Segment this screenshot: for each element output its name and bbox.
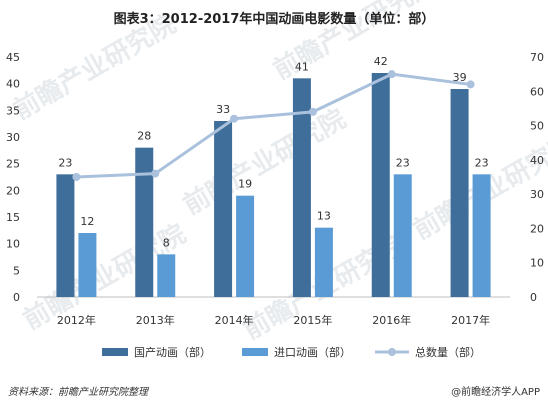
data-label: 33	[216, 103, 230, 116]
bar-imported	[236, 195, 255, 297]
y-right-tick-label: 0	[530, 291, 537, 304]
y-left-tick-label: 25	[6, 158, 20, 171]
y-left-tick-label: 5	[13, 264, 20, 277]
legend-label: 总数量（部）	[415, 345, 481, 359]
bar-domestic	[450, 89, 469, 297]
bar-imported	[472, 174, 491, 297]
y-right-tick-label: 50	[530, 120, 544, 133]
y-right-tick-label: 40	[530, 154, 544, 167]
x-tick-label: 2014年	[215, 313, 254, 327]
x-tick-label: 2015年	[293, 313, 332, 327]
data-label: 23	[58, 156, 72, 169]
data-label: 13	[317, 210, 331, 223]
data-label: 8	[163, 236, 170, 249]
data-label: 28	[137, 130, 151, 143]
bar-imported	[157, 254, 176, 297]
data-label: 39	[453, 71, 467, 84]
bar-domestic	[56, 174, 75, 297]
total-line-point	[230, 114, 239, 123]
total-line	[72, 70, 475, 181]
brand-credit: @前瞻经济学人APP	[451, 385, 540, 398]
total-line-point	[72, 173, 81, 181]
data-label: 42	[374, 55, 388, 68]
total-line-point	[151, 169, 160, 178]
y-left-tick-label: 35	[6, 104, 20, 117]
y-left-tick-label: 15	[6, 211, 20, 224]
y-right-tick-label: 10	[530, 257, 544, 270]
y-right-tick-label: 30	[530, 188, 544, 201]
bar-imported	[78, 233, 97, 297]
bar-domestic	[292, 78, 311, 297]
legend-swatch	[242, 348, 268, 356]
y-right-tick-label: 70	[530, 51, 544, 64]
data-label: 12	[80, 215, 94, 228]
legend-swatch	[102, 348, 128, 356]
x-tick-label: 2012年	[57, 313, 96, 327]
total-line-point	[308, 107, 317, 116]
data-label: 23	[475, 156, 489, 169]
source-note: 资料来源：前瞻产业研究院整理	[8, 386, 150, 398]
legend-swatch-marker	[388, 348, 396, 356]
legend-label: 国产动画（部）	[134, 345, 211, 359]
y-left-tick-label: 40	[6, 78, 20, 91]
y-right-tick-label: 60	[530, 85, 544, 98]
y-left-tick-label: 30	[6, 131, 20, 144]
x-tick-label: 2016年	[372, 313, 411, 327]
legend-label: 进口动画（部）	[274, 345, 351, 359]
y-left-tick-label: 20	[6, 184, 20, 197]
data-label: 19	[238, 178, 252, 191]
bar-domestic	[214, 121, 233, 297]
y-left-tick-label: 10	[6, 238, 20, 251]
chart-title: 图表3：2012-2017年中国动画电影数量（单位：部）	[114, 11, 435, 27]
data-labels: 23 28 33 41 42 39 12 8 19 13 23 23	[58, 55, 488, 249]
y-left-tick-label: 0	[13, 291, 20, 304]
x-tick-label: 2013年	[136, 313, 175, 327]
y-right-tick-label: 20	[530, 222, 544, 235]
x-tick-label: 2017年	[451, 313, 490, 327]
y-left-tick-label: 45	[6, 51, 20, 64]
bar-domestic	[135, 147, 154, 297]
bar-imported	[393, 174, 412, 297]
bars	[56, 73, 491, 297]
total-line-point	[466, 80, 475, 89]
total-line-path	[76, 72, 471, 179]
data-label: 41	[295, 60, 309, 73]
total-line-point	[387, 70, 396, 79]
data-label: 23	[396, 156, 410, 169]
bar-imported	[314, 227, 333, 297]
bar-domestic	[371, 73, 390, 297]
watermark-text: 前瞻产业研究院	[178, 103, 351, 221]
axes: 0 5 10 15 20 25 30 35 40 45 0 10 20 30 40 50 60 70 2012年 20…	[6, 51, 544, 327]
legend: 国产动画（部） 进口动画（部） 总数量（部）	[102, 345, 481, 359]
